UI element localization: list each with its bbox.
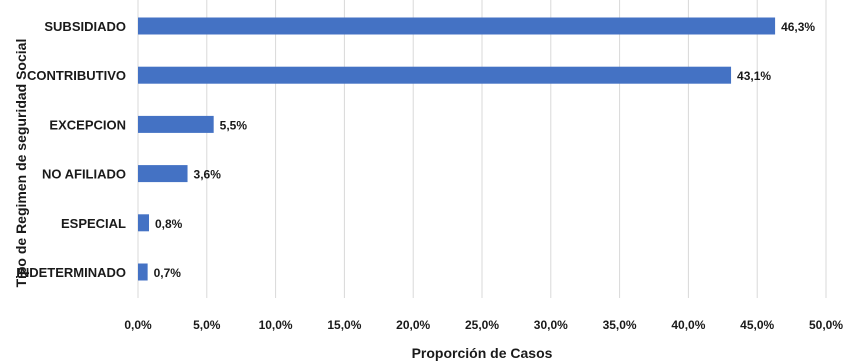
x-tick-label: 35,0% (603, 318, 637, 332)
data-label: 43,1% (737, 69, 771, 83)
x-tick-label: 5,0% (193, 318, 221, 332)
data-label: 0,8% (155, 217, 183, 231)
x-tick-label: 25,0% (465, 318, 499, 332)
bar (138, 165, 188, 183)
data-label: 0,7% (154, 266, 182, 280)
x-tick-label: 0,0% (124, 318, 152, 332)
x-tick-labels: 0,0% 5,0% 10,0% 15,0% 20,0% 25,0% 30,0% 35,0% 40… (124, 318, 843, 332)
x-tick-label: 30,0% (534, 318, 568, 332)
x-tick-label: 45,0% (740, 318, 774, 332)
data-label: 3,6% (194, 168, 222, 182)
x-tick-label: 50,0% (809, 318, 843, 332)
x-tick-label: 15,0% (327, 318, 361, 332)
gridlines (137, 0, 827, 298)
bar (138, 66, 732, 84)
category-label: INDETERMINADO (16, 265, 126, 280)
bar (138, 263, 148, 281)
bar (138, 17, 776, 35)
data-label: 5,5% (220, 118, 248, 132)
category-label: NO AFILIADO (42, 167, 126, 182)
category-label: SUBSIDIADO (44, 19, 126, 34)
bar (138, 214, 150, 232)
bar (138, 115, 214, 133)
data-label: 46,3% (781, 20, 815, 34)
y-axis-title: Tipo de Regimen de seguridad Social (13, 39, 29, 288)
category-label: ESPECIAL (61, 216, 126, 231)
category-label: CONTRIBUTIVO (27, 68, 126, 83)
x-tick-label: 40,0% (671, 318, 705, 332)
category-labels: SUBSIDIADO CONTRIBUTIVO EXCEPCION NO AFILIA… (16, 19, 126, 280)
x-tick-label: 20,0% (396, 318, 430, 332)
bars (138, 17, 776, 281)
category-label: EXCEPCION (49, 117, 126, 132)
x-axis-title: Proporción de Casos (412, 345, 553, 361)
data-labels: 46,3% 43,1% 5,5% 3,6% 0,8% 0,7% (154, 20, 816, 280)
x-tick-label: 10,0% (259, 318, 293, 332)
